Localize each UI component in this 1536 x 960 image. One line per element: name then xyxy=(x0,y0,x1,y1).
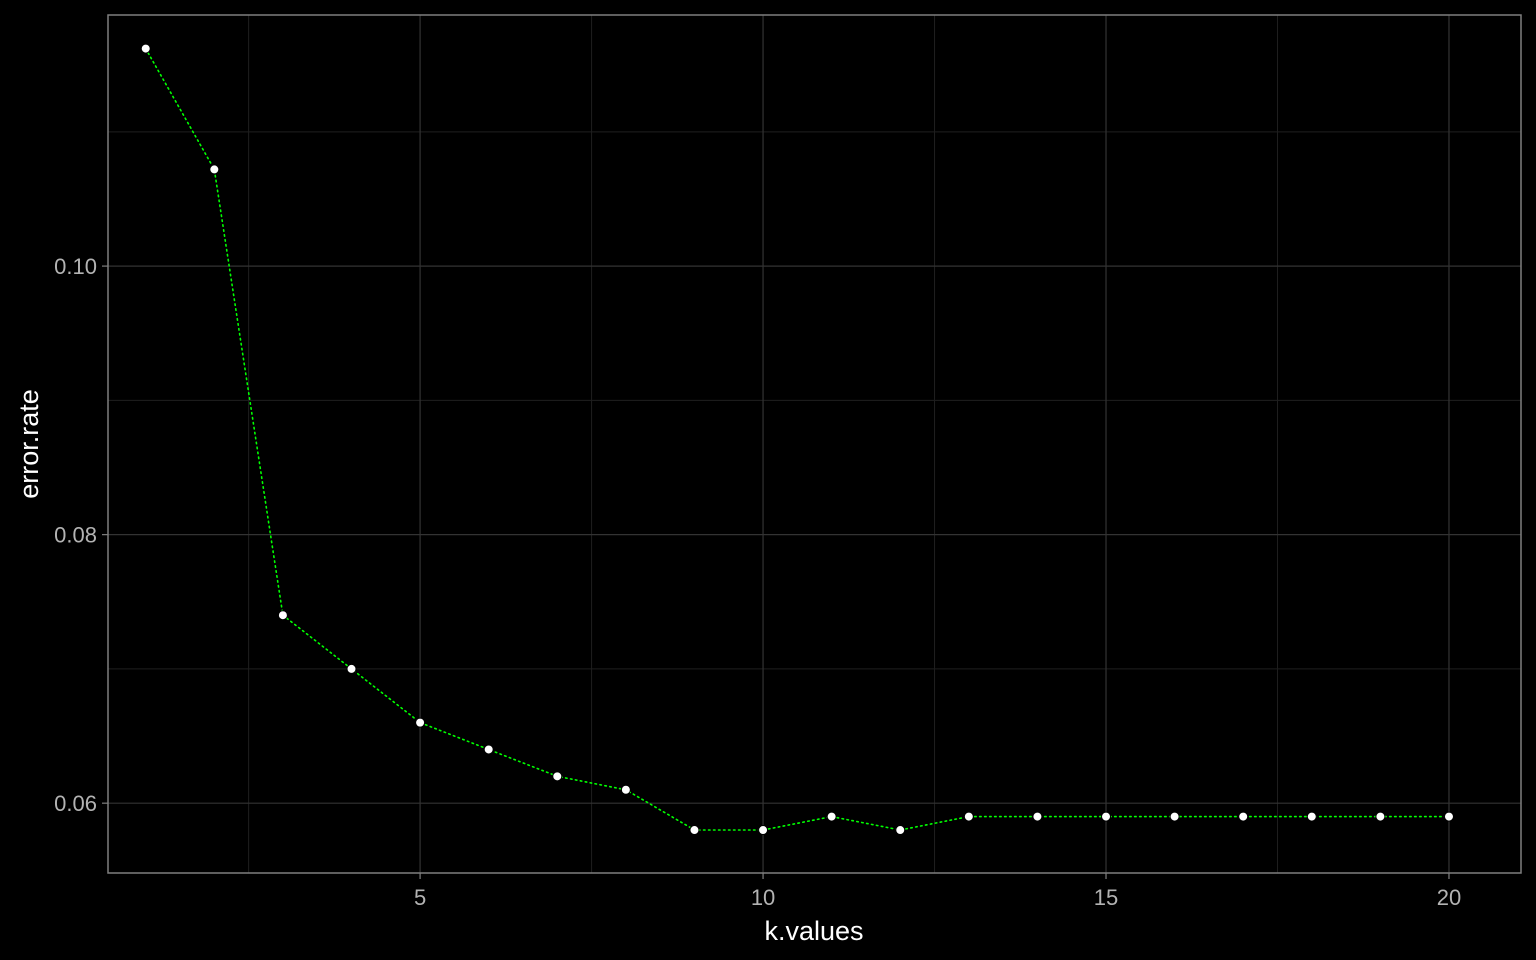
x-tick-label: 10 xyxy=(751,885,775,910)
data-points xyxy=(140,43,1454,836)
x-tick-label: 5 xyxy=(414,885,426,910)
data-point xyxy=(277,610,288,621)
series-line-group xyxy=(144,47,1450,831)
data-point xyxy=(483,744,494,755)
minor-gridlines xyxy=(108,15,1521,873)
y-tick-label: 0.06 xyxy=(54,791,97,816)
data-point xyxy=(1101,811,1112,822)
x-axis-title: k.values xyxy=(764,916,863,946)
major-gridlines xyxy=(108,15,1521,873)
data-point xyxy=(346,663,357,674)
data-point xyxy=(895,825,906,836)
data-point xyxy=(620,784,631,795)
data-point xyxy=(1375,811,1386,822)
data-point xyxy=(1443,811,1454,822)
y-tick-label: 0.10 xyxy=(54,254,97,279)
data-point xyxy=(826,811,837,822)
data-point xyxy=(1238,811,1249,822)
data-point xyxy=(140,43,151,54)
data-point xyxy=(1169,811,1180,822)
data-point xyxy=(1032,811,1043,822)
data-point xyxy=(689,825,700,836)
data-point xyxy=(963,811,974,822)
data-point xyxy=(758,825,769,836)
series-line xyxy=(144,47,1450,831)
data-point xyxy=(552,771,563,782)
y-axis-ticks: 0.06 0.08 0.10 xyxy=(54,254,108,816)
y-axis-title: error.rate xyxy=(14,389,44,499)
x-axis-ticks: 5 10 15 20 xyxy=(414,873,1461,910)
data-point xyxy=(1306,811,1317,822)
panel-border xyxy=(107,14,1522,874)
x-tick-label: 20 xyxy=(1437,885,1461,910)
y-tick-label: 0.08 xyxy=(54,523,97,548)
x-tick-label: 15 xyxy=(1094,885,1118,910)
data-point xyxy=(415,717,426,728)
data-point xyxy=(209,164,220,175)
